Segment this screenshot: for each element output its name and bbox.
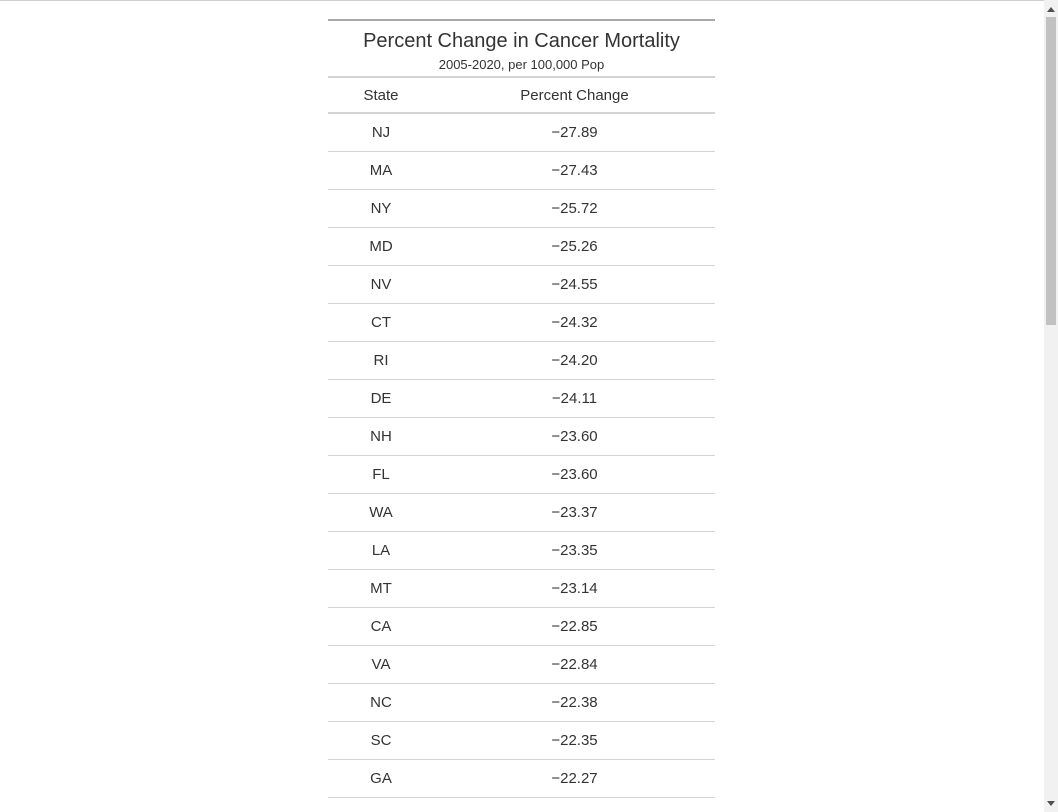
percent-change-cell: −22.27 xyxy=(551,770,598,787)
percent-change-cell: −24.20 xyxy=(551,352,598,369)
state-cell: RI xyxy=(373,352,389,369)
mortality-table: Percent Change in Cancer Mortality 2005-… xyxy=(328,19,715,798)
percent-change-cell: −23.35 xyxy=(551,542,598,559)
table-row: VA −22.84 xyxy=(328,646,715,684)
table-row: RI −24.20 xyxy=(328,342,715,380)
table-body: NJ −27.89 MA −27.43 NY −25.72 MD −25.26 NV −24.55… xyxy=(328,114,715,798)
state-cell: LA xyxy=(371,542,391,559)
vertical-scrollbar[interactable] xyxy=(1044,0,1058,812)
percent-change-cell: −25.72 xyxy=(551,200,598,217)
state-cell: VA xyxy=(371,656,391,673)
table-row: CA −22.85 xyxy=(328,608,715,646)
state-cell: DE xyxy=(370,390,392,407)
percent-change-cell: −27.89 xyxy=(551,124,598,141)
percent-change-cell: −27.43 xyxy=(551,162,598,179)
window-top-edge xyxy=(0,0,1044,1)
percent-change-cell: −23.60 xyxy=(551,428,598,445)
scrollbar-thumb[interactable] xyxy=(1046,17,1056,325)
percent-change-cell: −23.60 xyxy=(551,466,598,483)
state-cell: MD xyxy=(369,238,393,255)
state-cell: GA xyxy=(370,770,392,787)
state-cell: SC xyxy=(370,732,392,749)
percent-change-cell: −23.14 xyxy=(551,580,598,597)
table-row: CT −24.32 xyxy=(328,304,715,342)
state-cell: FL xyxy=(372,466,390,483)
table-row: NC −22.38 xyxy=(328,684,715,722)
table-row: DE −24.11 xyxy=(328,380,715,418)
table-row: MD −25.26 xyxy=(328,228,715,266)
percent-change-cell: −25.26 xyxy=(551,238,598,255)
percent-change-cell: −24.55 xyxy=(551,276,598,293)
table-row: FL −23.60 xyxy=(328,456,715,494)
column-header-percent-change: Percent Change xyxy=(520,86,629,104)
table-row: NV −24.55 xyxy=(328,266,715,304)
state-cell: NY xyxy=(370,200,392,217)
table-row: MA −27.43 xyxy=(328,152,715,190)
chevron-up-icon[interactable] xyxy=(1044,2,1058,16)
table-row: GA −22.27 xyxy=(328,760,715,798)
table-row: NH −23.60 xyxy=(328,418,715,456)
percent-change-cell: −22.84 xyxy=(551,656,598,673)
state-cell: NV xyxy=(370,276,392,293)
table-title-block: Percent Change in Cancer Mortality 2005-… xyxy=(328,19,715,78)
table-row: NY −25.72 xyxy=(328,190,715,228)
state-cell: CA xyxy=(370,618,392,635)
percent-change-cell: −22.35 xyxy=(551,732,598,749)
state-cell: WA xyxy=(369,504,393,521)
percent-change-cell: −22.85 xyxy=(551,618,598,635)
state-cell: NJ xyxy=(371,124,391,141)
state-cell: MA xyxy=(369,162,393,179)
percent-change-cell: −22.38 xyxy=(551,694,598,711)
table-row: WA −23.37 xyxy=(328,494,715,532)
chevron-down-icon[interactable] xyxy=(1044,796,1058,810)
table-row: MT −23.14 xyxy=(328,570,715,608)
percent-change-cell: −24.32 xyxy=(551,314,598,331)
table-title: Percent Change in Cancer Mortality xyxy=(363,30,680,52)
table-row: LA −23.35 xyxy=(328,532,715,570)
table-header-row: State Percent Change xyxy=(328,78,715,114)
percent-change-cell: −24.11 xyxy=(551,390,598,407)
state-cell: CT xyxy=(371,314,391,331)
table-row: NJ −27.89 xyxy=(328,114,715,152)
column-header-state: State xyxy=(363,86,399,104)
table-subtitle: 2005-2020, per 100,000 Pop xyxy=(438,57,605,72)
percent-change-cell: −23.37 xyxy=(551,504,598,521)
state-cell: MT xyxy=(370,580,392,597)
state-cell: NC xyxy=(370,694,392,711)
table-row: SC −22.35 xyxy=(328,722,715,760)
state-cell: NH xyxy=(370,428,392,445)
